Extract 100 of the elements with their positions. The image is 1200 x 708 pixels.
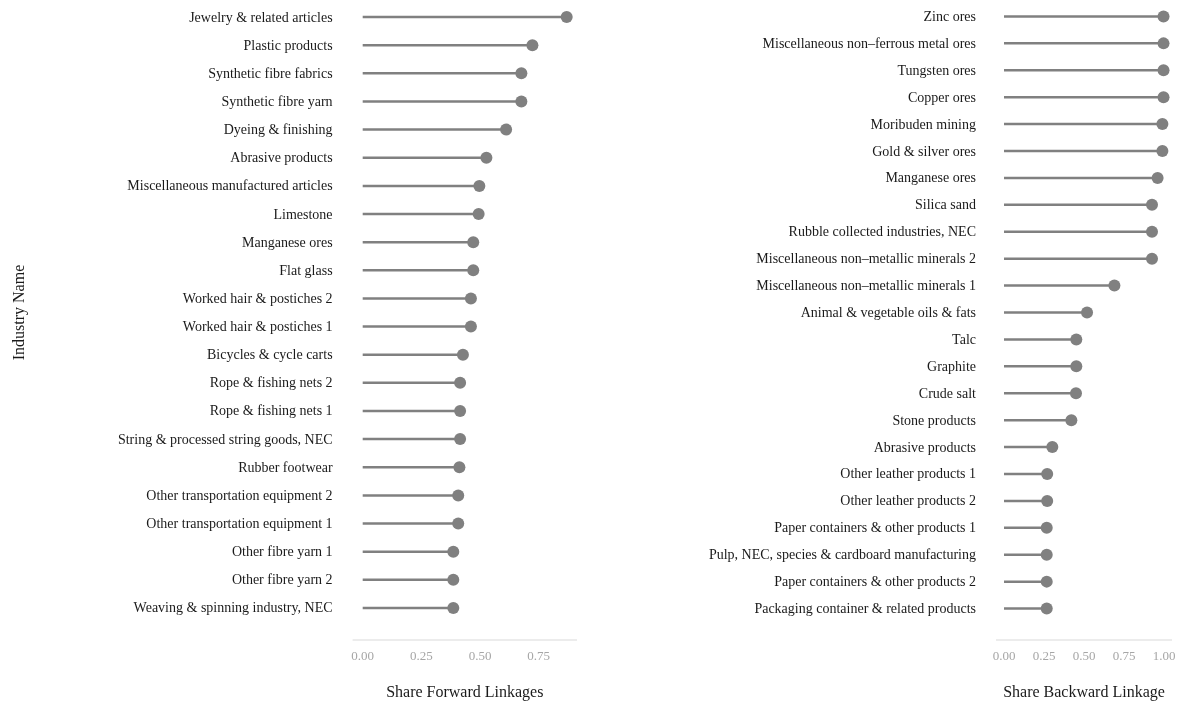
point	[480, 151, 493, 164]
y-tick-label: Synthetic fibre fabrics	[208, 65, 333, 81]
point	[1040, 575, 1053, 588]
y-tick-label: Abrasive products	[230, 150, 333, 166]
point	[1157, 37, 1170, 50]
y-tick-label: Talc	[952, 331, 976, 347]
y-tick-label: Silica sand	[914, 197, 976, 213]
y-tick-label: Dyeing & finishing	[223, 122, 333, 138]
point	[1070, 333, 1083, 346]
x-tick-label: 0.25	[410, 648, 433, 663]
x-tick-label: 0.00	[992, 648, 1016, 663]
point	[1041, 494, 1054, 507]
point	[452, 517, 465, 530]
x-tick-label: 0.25	[1032, 648, 1056, 663]
x-axis-title: Share Backward Linkage	[1003, 683, 1165, 701]
point	[1081, 306, 1094, 319]
point	[452, 489, 465, 502]
point	[1070, 387, 1082, 400]
point	[1156, 145, 1169, 158]
x-axis-title: Share Forward Linkages	[386, 683, 544, 701]
point	[1040, 602, 1053, 615]
y-tick-label: Flat glass	[279, 262, 333, 278]
point	[453, 461, 466, 474]
point	[560, 11, 573, 24]
point	[500, 123, 513, 136]
point	[1157, 64, 1170, 77]
y-tick-label: String & processed string goods, NEC	[117, 431, 333, 447]
x-tick-label: 0.50	[1072, 648, 1096, 663]
point	[447, 601, 460, 614]
point	[1040, 521, 1053, 534]
point	[1156, 118, 1169, 131]
y-tick-label: Other leather products 1	[840, 466, 976, 482]
x-tick-label: 0.00	[351, 648, 375, 663]
point	[515, 95, 528, 108]
point	[454, 404, 467, 417]
y-tick-label: Paper containers & other products 2	[774, 574, 976, 590]
point	[1040, 548, 1053, 561]
point	[515, 67, 528, 80]
point	[1151, 171, 1164, 184]
y-tick-label: Plastic products	[243, 37, 333, 53]
point	[526, 39, 539, 52]
y-tick-label: Limestone	[273, 206, 333, 222]
y-tick-label: Jewelry & related articles	[189, 9, 333, 25]
point	[1146, 252, 1158, 265]
y-tick-label: Crude salt	[918, 385, 977, 401]
y-tick-label: Miscellaneous manufactured articles	[127, 178, 333, 194]
y-axis-title: Industry Name	[10, 264, 28, 361]
y-tick-label: Other fibre yarn 2	[231, 572, 333, 588]
y-tick-label: Gold & silver ores	[872, 143, 976, 159]
y-tick-label: Weaving & spinning industry, NEC	[133, 600, 333, 616]
y-tick-label: Miscellaneous non–ferrous metal ores	[762, 35, 976, 51]
y-tick-label: Other transportation equipment 1	[146, 516, 333, 532]
y-tick-label: Rubble collected industries, NEC	[788, 224, 976, 240]
point	[1146, 198, 1158, 211]
point	[464, 320, 477, 333]
y-tick-label: Paper containers & other products 1	[774, 520, 976, 536]
y-tick-label: Pulp, NEC, species & cardboard manufacturing	[708, 547, 976, 563]
point	[472, 208, 485, 221]
point	[456, 348, 469, 361]
y-tick-label: Other transportation equipment 2	[146, 487, 333, 503]
point	[1046, 441, 1059, 454]
point	[447, 573, 460, 586]
y-tick-label: Packaging container & related products	[754, 601, 976, 617]
point	[473, 179, 486, 192]
y-tick-label: Graphite	[927, 358, 976, 374]
point	[1157, 91, 1170, 104]
y-tick-label: Rope & fishing nets 2	[209, 375, 333, 391]
point	[447, 545, 460, 558]
y-tick-label: Zinc ores	[923, 8, 976, 24]
y-tick-label: Other leather products 2	[840, 493, 976, 509]
point	[1157, 10, 1170, 23]
y-tick-label: Manganese ores	[885, 170, 976, 186]
x-tick-label: 0.75	[527, 648, 551, 663]
y-tick-label: Manganese ores	[242, 234, 333, 250]
x-tick-label: 1.00	[1152, 648, 1176, 663]
y-tick-label: Synthetic fibre yarn	[221, 93, 333, 109]
y-tick-label: Moribuden mining	[870, 116, 976, 132]
y-tick-label: Animal & vegetable oils & fats	[800, 305, 976, 320]
y-tick-label: Miscellaneous non–metallic minerals 1	[756, 278, 976, 294]
point	[467, 236, 480, 249]
point	[454, 376, 467, 389]
y-tick-label: Copper ores	[907, 89, 976, 105]
y-tick-label: Other fibre yarn 1	[231, 544, 333, 560]
point	[1108, 279, 1121, 292]
y-tick-label: Tungsten ores	[897, 62, 976, 78]
y-tick-label: Worked hair & postiches 1	[182, 319, 333, 335]
y-tick-label: Worked hair & postiches 2	[182, 290, 333, 306]
y-tick-label: Rope & fishing nets 1	[209, 403, 333, 419]
x-tick-label: 0.75	[1112, 648, 1136, 663]
y-tick-label: Rubber footwear	[238, 459, 333, 475]
point	[1146, 225, 1158, 238]
y-tick-label: Stone products	[892, 412, 976, 428]
y-tick-label: Miscellaneous non–metallic minerals 2	[756, 251, 976, 267]
x-tick-label: 0.50	[468, 648, 492, 663]
y-tick-label: Abrasive products	[873, 439, 976, 455]
point	[1041, 467, 1054, 480]
point	[1070, 360, 1083, 373]
point	[1065, 414, 1078, 427]
y-tick-label: Bicycles & cycle carts	[207, 347, 333, 363]
point	[464, 292, 477, 305]
